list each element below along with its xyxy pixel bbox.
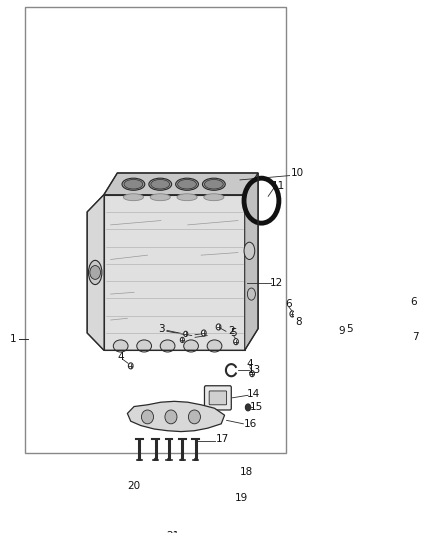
Text: 3: 3	[158, 324, 165, 334]
FancyBboxPatch shape	[209, 391, 226, 405]
Circle shape	[138, 458, 141, 462]
Circle shape	[212, 515, 215, 519]
Circle shape	[349, 334, 353, 341]
Circle shape	[128, 363, 133, 369]
Circle shape	[201, 330, 206, 336]
Polygon shape	[87, 195, 104, 350]
Text: 19: 19	[235, 493, 248, 503]
Circle shape	[180, 458, 184, 462]
Circle shape	[194, 458, 198, 462]
Ellipse shape	[205, 180, 223, 189]
Text: 17: 17	[216, 434, 229, 445]
Ellipse shape	[124, 193, 144, 200]
Text: 15: 15	[250, 402, 263, 413]
Ellipse shape	[113, 340, 128, 352]
Ellipse shape	[124, 180, 143, 189]
Text: 1: 1	[10, 334, 17, 344]
Text: 10: 10	[291, 168, 304, 178]
Text: 21: 21	[166, 531, 180, 533]
Text: 6: 6	[286, 298, 292, 309]
Circle shape	[250, 370, 254, 377]
Circle shape	[154, 458, 157, 462]
Text: 4: 4	[117, 352, 124, 362]
Circle shape	[233, 338, 238, 345]
Ellipse shape	[178, 180, 196, 189]
Ellipse shape	[137, 340, 152, 352]
Ellipse shape	[176, 178, 198, 190]
Bar	[25, 7, 286, 453]
Text: 20: 20	[127, 481, 141, 491]
Ellipse shape	[202, 178, 225, 190]
Ellipse shape	[184, 340, 198, 352]
FancyBboxPatch shape	[205, 386, 231, 410]
Text: 8: 8	[295, 317, 302, 327]
Ellipse shape	[88, 260, 102, 285]
Text: 12: 12	[269, 278, 283, 288]
Ellipse shape	[247, 288, 255, 300]
Ellipse shape	[188, 410, 201, 424]
Text: 7: 7	[412, 332, 419, 342]
Text: 16: 16	[244, 419, 257, 429]
Text: 6: 6	[410, 297, 417, 307]
Text: 2: 2	[228, 326, 235, 336]
Ellipse shape	[150, 193, 170, 200]
Ellipse shape	[244, 242, 255, 260]
Circle shape	[296, 326, 304, 335]
Circle shape	[245, 404, 251, 411]
Polygon shape	[127, 401, 225, 432]
Ellipse shape	[122, 178, 145, 190]
Circle shape	[329, 328, 333, 334]
Text: 11: 11	[272, 181, 285, 191]
Ellipse shape	[149, 178, 172, 190]
Text: 5: 5	[231, 328, 237, 338]
Ellipse shape	[160, 340, 175, 352]
Text: 13: 13	[248, 365, 261, 375]
Ellipse shape	[165, 410, 177, 424]
Text: 4: 4	[247, 359, 253, 369]
Circle shape	[184, 332, 188, 336]
Polygon shape	[104, 195, 245, 350]
Polygon shape	[245, 173, 258, 350]
Ellipse shape	[141, 410, 154, 424]
Circle shape	[417, 343, 421, 349]
Ellipse shape	[207, 340, 222, 352]
Polygon shape	[104, 173, 258, 195]
Text: 14: 14	[247, 389, 260, 399]
Text: 9: 9	[339, 326, 345, 336]
Circle shape	[225, 515, 228, 519]
Circle shape	[90, 265, 101, 279]
Circle shape	[180, 337, 184, 343]
Ellipse shape	[177, 193, 197, 200]
Ellipse shape	[151, 180, 170, 189]
Circle shape	[290, 311, 295, 317]
Ellipse shape	[204, 193, 224, 200]
Text: 5: 5	[346, 324, 353, 334]
Circle shape	[415, 309, 419, 314]
Circle shape	[216, 324, 221, 330]
Circle shape	[167, 458, 171, 462]
Text: 18: 18	[240, 467, 253, 477]
